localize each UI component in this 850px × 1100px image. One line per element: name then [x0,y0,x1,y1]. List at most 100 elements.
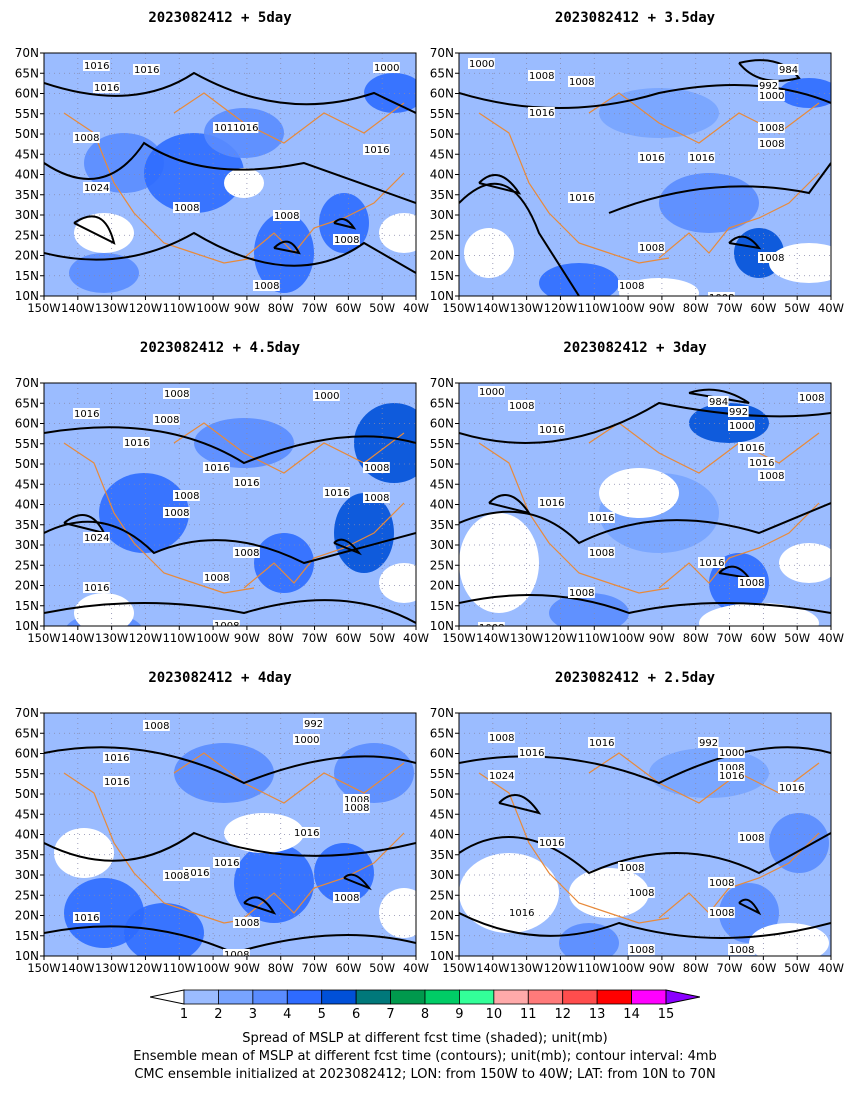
panel-title: 2023082412 + 5day [148,10,292,26]
isobar-contour [343,873,372,891]
lon-tick-label: 130W [510,301,543,315]
contour-label-box [588,737,615,748]
lon-tick-label: 140W [61,301,94,315]
contour-label-box [478,622,505,626]
spread-shading-area [234,843,314,923]
colorbar-upper-extend [665,989,700,1005]
lon-tick-label: 90W [649,301,675,315]
lon-tick-label: 150W [27,301,60,315]
lat-tick-label: 55N [430,767,454,781]
lon-tick-label: 70W [717,301,743,315]
lat-tick-label: 55N [15,437,39,451]
contour-label: 1008 [364,463,389,474]
colorbar-lower-extend [150,989,185,1005]
caption-line-shading: Spread of MSLP at different fcst time (s… [242,1031,608,1046]
colorbar-level-label: 14 [623,1007,640,1022]
contour-label: 1008 [589,548,614,559]
lat-tick-label: 15N [15,929,39,943]
lon-tick-label: 80W [268,301,294,315]
isobar-contour [608,162,831,214]
contour-label: 1008 [174,203,199,214]
lon-tick-label: 100W [611,961,644,975]
contour-label: 1016 [749,458,774,469]
caption: Spread of MSLP at different fcst time (s… [0,1030,850,1084]
contour-label-box [778,782,805,793]
lat-tick-label: 10N [15,289,39,303]
lat-tick-label: 30N [430,538,454,552]
contour-label-box [173,490,200,501]
lon-tick-label: 100W [611,631,644,645]
contour-label-box [343,794,370,805]
contour-label-box [223,949,250,956]
contour-label: 1008 [619,281,644,292]
isobar-contour [333,538,362,556]
contour-label: 1008 [174,491,199,502]
contour-label-box [728,406,749,417]
colorbar-swatch [631,989,667,1005]
contour-label-box [213,620,240,626]
lat-tick-label: 20N [430,249,454,263]
lat-tick-label: 45N [15,477,39,491]
contour-label: 1016 [509,908,534,919]
lon-tick-label: 90W [234,961,260,975]
contour-label-box [363,144,390,155]
lat-tick-label: 50N [430,457,454,471]
contour-label: 1008 [719,763,744,774]
contour-label: 1008 [334,235,359,246]
contour-label: 1024 [84,183,109,194]
lat-tick-label: 25N [15,888,39,902]
lon-tick-label: 50W [784,301,810,315]
spread-shading-area [124,903,204,956]
lat-tick-label: 25N [430,888,454,902]
contour-label: 1008 [759,139,784,150]
colorbar-swatch [493,989,529,1005]
spread-shading-area [254,213,314,293]
contour-label-box [488,732,515,743]
lat-tick-label: 55N [430,107,454,121]
isobar-contour [728,235,762,250]
contour-label-box [478,386,505,397]
panel-title: 2023082412 + 4day [148,670,292,686]
contour-label: 1008 [759,123,784,134]
spread-shading-area [99,473,189,553]
contour-label: 1016 [639,153,664,164]
lat-tick-label: 30N [430,868,454,882]
low-spread-area [224,813,304,853]
contour-label: 992 [699,738,718,749]
contour-label: 1016 [204,463,229,474]
lat-tick-label: 65N [430,396,454,410]
lon-tick-label: 80W [683,961,709,975]
contour-label-box [628,944,655,955]
lat-tick-label: 60N [15,747,39,761]
lon-tick-label: 120W [544,301,577,315]
contour-label: 1016 [689,153,714,164]
colorbar-swatch [527,989,564,1005]
isobar-contour [738,59,801,82]
lat-tick-label: 70N [430,46,454,60]
colorbar-swatch [390,989,426,1005]
lon-tick-label: 150W [442,961,475,975]
isobar-contour [44,71,416,114]
low-spread-area [569,868,649,918]
isobar-contour [44,520,416,565]
lon-tick-label: 100W [196,631,229,645]
isobar-contour [44,831,416,862]
contour-label: 1000 [479,387,504,398]
spread-shading-area [84,133,164,193]
contour-label-box [758,90,785,101]
contour-label: 992 [304,719,323,730]
contour-label-box [123,437,150,448]
coastline [243,172,405,259]
contour-label-box [133,64,160,75]
contour-label: 992 [729,407,748,418]
contour-label: 1000 [469,59,494,70]
lat-tick-label: 10N [430,619,454,633]
lon-tick-label: 90W [649,631,675,645]
isobar-contour [488,494,532,515]
lat-tick-label: 50N [15,787,39,801]
map-panel-6: 2023082412 + 2.5day 1008 1016 1016 1024 992 1… [425,670,845,980]
contour-label-box [628,887,655,898]
isobar-contour [44,141,416,204]
contour-label-box [698,557,725,568]
